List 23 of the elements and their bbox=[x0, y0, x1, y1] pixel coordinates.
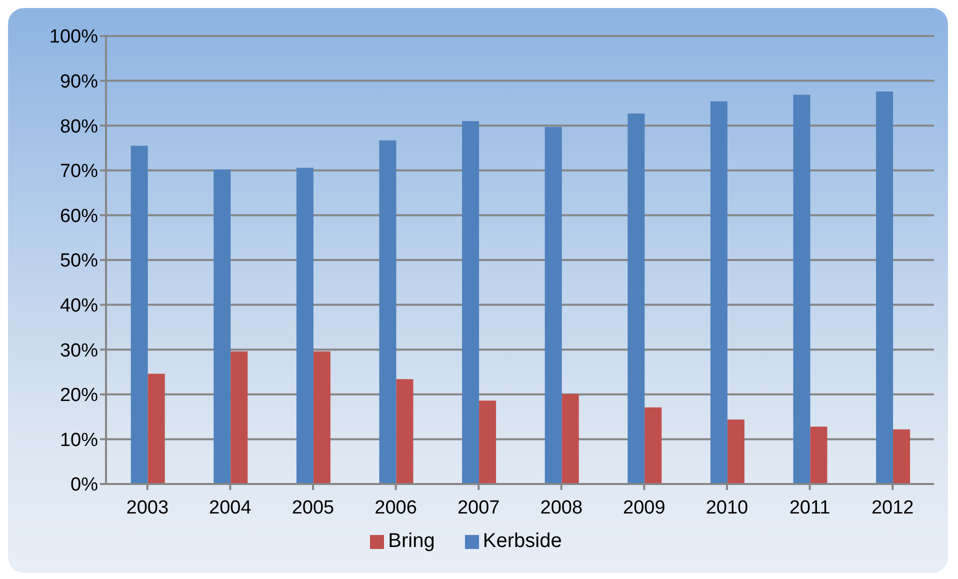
x-tick-label: 2012 bbox=[871, 497, 914, 518]
y-tick-label: 90% bbox=[60, 72, 98, 93]
y-tick-label: 50% bbox=[60, 250, 98, 272]
y-tick-label: 20% bbox=[60, 385, 98, 406]
y-tick-label: 30% bbox=[60, 340, 98, 362]
x-tick-label: 2003 bbox=[126, 497, 169, 518]
x-tick-label: 2009 bbox=[623, 497, 666, 518]
y-tick-label: 70% bbox=[60, 161, 98, 182]
x-tick-label: 2004 bbox=[209, 497, 252, 518]
y-tick-label: 100% bbox=[49, 26, 98, 48]
x-tick-label: 2006 bbox=[374, 497, 417, 518]
legend-label: Bring bbox=[388, 530, 435, 552]
x-tick-label: 2008 bbox=[540, 497, 583, 518]
x-tick-label: 2007 bbox=[457, 497, 500, 518]
y-tick-label: 0% bbox=[70, 474, 98, 496]
x-tick-label: 2010 bbox=[706, 497, 748, 518]
x-tick-label: 2005 bbox=[292, 497, 334, 518]
y-tick-label: 80% bbox=[60, 116, 98, 138]
y-tick-label: 60% bbox=[60, 206, 98, 227]
x-tick-label: 2011 bbox=[789, 497, 830, 518]
legend-label: Kerbside bbox=[482, 530, 562, 552]
y-tick-label: 10% bbox=[60, 430, 98, 451]
y-tick-label: 40% bbox=[60, 296, 98, 317]
